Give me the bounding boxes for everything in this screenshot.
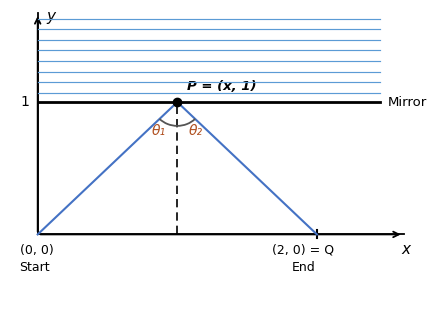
Text: θ₁: θ₁ xyxy=(152,124,166,138)
Text: Start: Start xyxy=(20,261,50,274)
Text: 1: 1 xyxy=(20,95,29,109)
Text: θ₂: θ₂ xyxy=(188,124,202,138)
Text: y: y xyxy=(46,9,55,24)
Text: Mirror: Mirror xyxy=(387,95,427,108)
Text: x: x xyxy=(401,242,410,257)
Text: End: End xyxy=(291,261,315,274)
Text: P = (x, 1): P = (x, 1) xyxy=(187,80,256,93)
Text: (2, 0) = Q: (2, 0) = Q xyxy=(272,244,334,257)
Text: (0, 0): (0, 0) xyxy=(20,244,53,257)
